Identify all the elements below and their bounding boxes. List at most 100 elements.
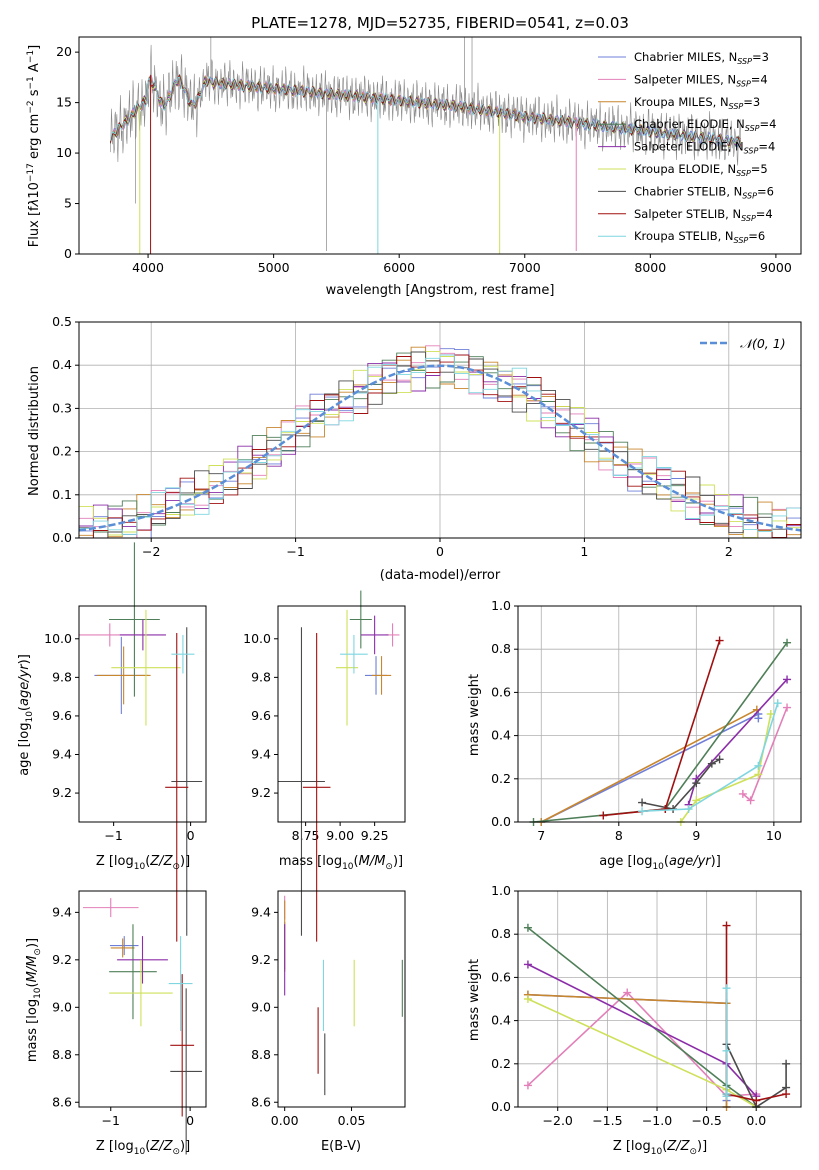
mass-age-ytick-label: 9.8 (251, 669, 271, 684)
kroupa-stelib-weight-marker (684, 805, 693, 814)
spectrum-ylabel: Flux [fλ10−17 erg cm−2 s−1 A−1] (26, 45, 42, 247)
chabrier-miles-weight-marker (754, 714, 763, 723)
kroupa-elodie-weight-marker (523, 995, 532, 1003)
residual-xtick-label: 2 (725, 544, 733, 559)
weight-age-xtick-label: 9 (692, 828, 700, 843)
spectrum-frame (78, 36, 802, 255)
z-age-frame (78, 605, 207, 823)
legend-label: Chabrier ELODIE, NSSP=4 (634, 117, 776, 133)
spectrum-ytick-label: 0 (64, 246, 72, 261)
legend-rest: =6 (748, 229, 765, 243)
kroupa-stelib-weight-marker (722, 984, 731, 993)
weight-z-xlabel: Z [log10(Z/Z⊙)] (613, 1139, 707, 1157)
weight-z-xtick-label: 0.0 (746, 1113, 766, 1128)
residual-plot-area: −2 −1 0 1 2 0.0 0.1 0.2 0.3 0.4 0.5 (52, 314, 802, 559)
gauss-curve (79, 364, 801, 532)
z-age-ylabel: age [log10(age/yr)] (17, 654, 35, 776)
weight-age-ytick-label: 0.0 (491, 814, 511, 829)
legend-rest: =5 (751, 162, 768, 176)
kroupa-stelib-weight-marker (754, 761, 763, 770)
residual-ytick-label: 0.2 (52, 444, 72, 459)
weight-z-panel: −2.0 −1.5 −1.0 −0.5 0.0 0.0 0.2 0.4 0.6 0.8 1.0 Z … (467, 883, 802, 1157)
chabrier-stelib-weight-marker (692, 779, 701, 788)
residual-ytick-label: 0.0 (52, 530, 72, 545)
spectrum-lines (110, 37, 742, 254)
ebv-mass-ytick-label: 9.4 (251, 904, 271, 919)
mass-age-xtick-label: 9.25 (361, 828, 389, 843)
spectrum-plot-area: 4000 5000 6000 7000 8000 9000 0 5 10 15 20 (56, 36, 802, 275)
weight-z-ylabel: mass weight (467, 959, 482, 1041)
residual-ytick-label: 0.5 (52, 314, 72, 329)
weight-z-xtick-label: −0.5 (691, 1113, 721, 1128)
legend-sub: SSP (736, 169, 751, 178)
kroupa-stelib-weight-marker (722, 1092, 731, 1101)
chabrier-elodie-weight-marker (783, 638, 792, 647)
weight-z-xtick-label: −1.0 (642, 1113, 672, 1128)
kroupa-stelib-model-line (110, 75, 742, 148)
ebv-mass-plot-area: 0.00 0.05 8.6 8.8 9.0 9.2 9.4 (251, 890, 406, 1128)
legend-sub: SSP (742, 191, 757, 200)
chabrier-elodie-weight-line (533, 642, 788, 823)
mass-age-ytick-label: 9.2 (251, 785, 271, 800)
spectrum-xtick-label: 4000 (132, 260, 164, 275)
z-age-ytick-label: 9.8 (52, 669, 72, 684)
salpeter-stelib-hist (79, 354, 801, 538)
kroupa-elodie-weight-marker (766, 710, 775, 718)
kroupa-stelib-weight-line (642, 702, 779, 812)
salpeter-stelib-weight-marker (752, 1096, 761, 1105)
weight-age-ytick-label: 0.4 (491, 728, 511, 743)
spectrum-xtick-label: 9000 (760, 260, 792, 275)
legend-rest: =4 (758, 140, 775, 154)
salpeter-stelib-weight-line (603, 640, 721, 817)
z-mass-ytick-label: 8.6 (52, 1094, 72, 1109)
weight-age-plot-area: 7 8 9 10 0.0 0.2 0.4 0.6 0.8 1.0 (491, 598, 802, 843)
kroupa-stelib-weight-marker (638, 807, 647, 816)
weight-age-ytick-label: 0.6 (491, 684, 511, 699)
spectrum-panel: 4000 5000 6000 7000 8000 9000 0 5 10 15 20 wavelen… (26, 36, 802, 298)
legend-label: Chabrier STELIB, NSSP=6 (634, 184, 774, 200)
legend-label: Kroupa STELIB, NSSP=6 (634, 229, 765, 245)
legend-sub: SSP (745, 124, 760, 133)
spectrum-ytick-label: 10 (56, 145, 72, 160)
weight-z-frame (517, 890, 802, 1108)
legend-sub: SSP (736, 79, 751, 88)
weight-z-xtick-label: −2.0 (543, 1113, 573, 1128)
ebv-mass-frame (277, 890, 406, 1108)
mass-age-xtick-label: 9.00 (326, 828, 354, 843)
spectrum-ytick-label: 15 (56, 95, 72, 110)
z-mass-ylabel: mass [log10(M/M⊙)] (25, 938, 43, 1062)
legend-rest: =3 (743, 95, 760, 109)
ebv-mass-ytick-label: 8.6 (251, 1094, 271, 1109)
salpeter-miles-model-line (110, 74, 578, 138)
residual-ytick-label: 0.1 (52, 487, 72, 502)
weight-age-xlabel: age [log10(age/yr)] (599, 854, 721, 872)
ebv-mass-xtick-label: 0.00 (271, 1113, 299, 1128)
legend-label: Kroupa ELODIE, NSSP=5 (634, 162, 768, 178)
spectrum-legend: Chabrier MILES, NSSP=3 Salpeter MILES, NS… (598, 50, 776, 245)
residual-xlabel: (data-model)/error (380, 568, 501, 583)
legend-label: Kroupa MILES, NSSP=3 (634, 95, 760, 111)
mass-age-xlabel: mass [log10(M/M⊙)] (279, 854, 403, 872)
residual-ytick-label: 0.3 (52, 400, 72, 415)
residual-xtick-label: −1 (286, 544, 304, 559)
spectrum-xtick-label: 5000 (258, 260, 290, 275)
legend-rest: =4 (751, 72, 768, 86)
weight-age-ytick-label: 0.2 (491, 771, 511, 786)
spectrum-xlabel: wavelength [Angstrom, rest frame] (326, 283, 555, 298)
z-mass-xtick-label: 0 (186, 1113, 194, 1128)
legend-rest: =6 (757, 184, 774, 198)
z-mass-ytick-label: 9.0 (52, 999, 72, 1014)
legend-label: Chabrier MILES, NSSP=3 (634, 50, 769, 66)
salpeter-stelib-weight-marker (715, 636, 724, 645)
salpeter-miles-weight-marker (746, 796, 755, 805)
weight-age-xtick-label: 8 (615, 828, 623, 843)
ebv-mass-xtick-label: 0.05 (338, 1113, 366, 1128)
kroupa-stelib-weight-marker (722, 1046, 731, 1055)
weight-z-ytick-label: 0.6 (491, 969, 511, 984)
salpeter-elodie-weight-marker (783, 675, 792, 684)
chabrier-stelib-weight-marker (707, 759, 716, 768)
legend-rest: =4 (760, 117, 777, 131)
weight-age-ytick-label: 1.0 (491, 598, 511, 613)
chabrier-elodie-weight-line (527, 927, 757, 1108)
